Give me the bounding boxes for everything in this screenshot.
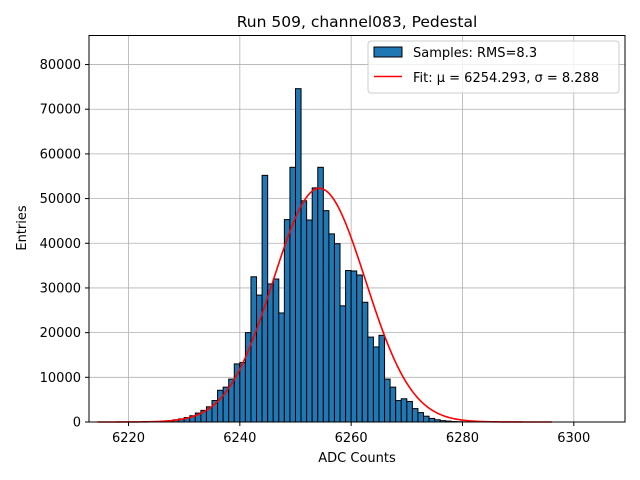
histogram-bar <box>283 219 291 423</box>
y-tick-label: 80000 <box>40 58 81 73</box>
y-tick-label: 50000 <box>40 192 81 207</box>
x-tick-label: 6220 <box>112 431 145 446</box>
histogram-bar <box>406 400 413 423</box>
histogram-bar <box>239 362 246 423</box>
histogram-bar <box>423 415 430 423</box>
histogram-bar <box>289 166 296 423</box>
histogram-bar <box>278 312 285 423</box>
histogram-bar <box>306 219 313 423</box>
histogram-bar <box>395 400 402 423</box>
histogram-bar <box>372 346 380 423</box>
histogram-bar <box>294 88 302 423</box>
legend-box <box>367 40 620 94</box>
legend-samples-swatch <box>373 46 403 58</box>
histogram-bar <box>384 378 391 423</box>
fit-curve <box>97 187 553 423</box>
histogram-bar <box>322 210 330 423</box>
histogram-bar <box>317 166 324 423</box>
y-tick-label: 40000 <box>40 237 81 252</box>
histogram-bar <box>333 243 341 423</box>
legend-samples-label: Samples: RMS=8.3 <box>413 46 537 61</box>
histogram-bar <box>217 389 224 423</box>
y-tick-label: 20000 <box>40 326 81 341</box>
y-tick-label: 30000 <box>40 281 81 296</box>
histogram-bar <box>356 274 363 423</box>
histogram-bar <box>378 334 386 423</box>
legend: Samples: RMS=8.3 Fit: μ = 6254.293, σ = … <box>367 40 620 94</box>
legend-fit-label: Fit: μ = 6254.293, σ = 8.288 <box>413 71 599 86</box>
chart-title: Run 509, channel083, Pedestal <box>237 13 478 31</box>
y-axis-ticks: 0 10000 20000 30000 40000 50000 60000 70000 8000… <box>40 58 89 431</box>
histogram-bar <box>250 276 258 423</box>
y-tick-label: 70000 <box>40 103 81 118</box>
plot-frame <box>88 35 626 423</box>
histogram-bar <box>233 363 241 423</box>
histogram-bar <box>345 270 352 423</box>
histogram-bar <box>311 187 319 423</box>
histogram-bar <box>367 336 374 423</box>
x-axis-ticks: 6220 6240 6260 6280 6300 <box>112 422 590 446</box>
x-tick-label: 6240 <box>223 431 256 446</box>
grid-lines <box>89 35 625 423</box>
histogram-bar <box>400 398 408 423</box>
histogram-bar <box>417 412 425 423</box>
x-tick-label: 6280 <box>446 431 479 446</box>
y-tick-label: 0 <box>73 416 81 431</box>
histogram-bar <box>428 417 436 423</box>
histogram-bar <box>300 200 308 423</box>
y-tick-label: 10000 <box>40 371 81 386</box>
x-axis-label: ADC Counts <box>318 451 396 466</box>
y-tick-label: 60000 <box>40 147 81 162</box>
y-axis-label: Entries <box>15 205 30 251</box>
histogram-bar <box>361 301 369 423</box>
histogram-bar <box>272 278 280 423</box>
x-tick-label: 6300 <box>557 431 590 446</box>
histogram-bar <box>339 305 347 423</box>
x-tick-label: 6260 <box>335 431 368 446</box>
histogram-bar <box>389 386 397 423</box>
histogram-bar <box>328 233 335 423</box>
histogram-bar <box>267 283 274 423</box>
histogram-bar <box>350 270 358 423</box>
histogram-bar <box>411 408 419 423</box>
